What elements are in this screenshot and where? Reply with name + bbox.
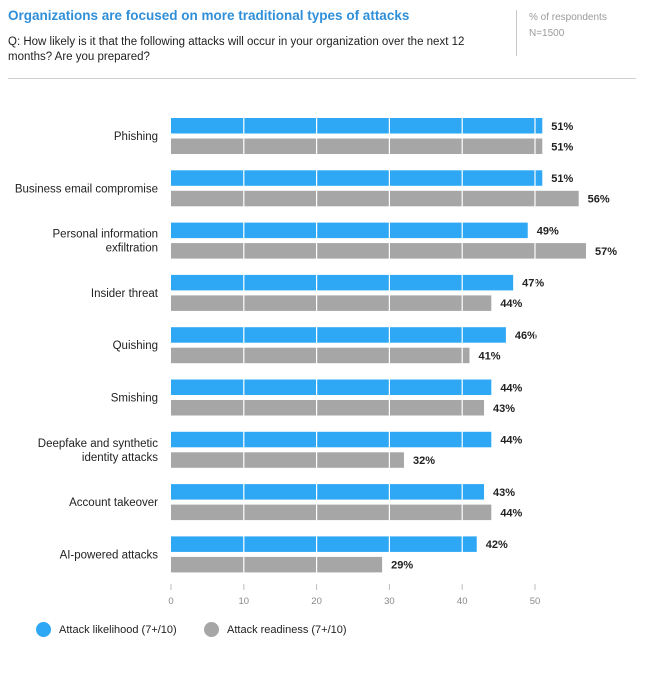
x-tick-label: 40 [457, 596, 468, 607]
bar-likelihood [171, 170, 543, 186]
bar-readiness [171, 190, 579, 207]
bar-likelihood [171, 536, 477, 552]
value-label-likelihood: 51% [551, 173, 573, 185]
category-label: exfiltration [106, 243, 158, 255]
value-label-likelihood: 43% [493, 487, 515, 499]
value-label-readiness: 32% [413, 455, 435, 467]
x-tick-label: 50 [530, 596, 541, 607]
bar-likelihood [171, 379, 492, 395]
x-tick-label: 20 [311, 596, 322, 607]
chart-title: Organizations are focused on more tradit… [8, 8, 410, 23]
value-label-likelihood: 51% [551, 121, 573, 133]
legend-item-readiness: Attack readiness (7+/10) [204, 622, 347, 637]
category-label: Insider threat [91, 288, 159, 300]
bar-likelihood [171, 222, 528, 239]
value-label-readiness: 43% [493, 403, 515, 415]
legend-swatch-readiness [204, 622, 219, 637]
category-label: Business email compromise [15, 183, 158, 195]
x-tick-label: 10 [239, 596, 250, 607]
legend-item-likelihood: Attack likelihood (7+/10) [36, 622, 177, 637]
value-label-likelihood: 44% [500, 382, 522, 394]
x-tick-label: 0 [168, 596, 173, 607]
header-divider [8, 78, 636, 79]
bar-readiness [171, 400, 485, 416]
category-label: AI-powered attacks [60, 549, 159, 561]
bar-likelihood [171, 274, 514, 291]
value-label-likelihood: 44% [500, 435, 522, 447]
bar-likelihood [171, 431, 492, 448]
meta-box: % of respondents N=1500 [516, 10, 607, 56]
bar-likelihood [171, 327, 506, 343]
sample-size-note: N=1500 [529, 28, 565, 39]
bar-readiness [171, 243, 586, 259]
legend-swatch-likelihood [36, 622, 51, 637]
category-label: identity attacks [82, 452, 158, 464]
value-label-readiness: 41% [478, 350, 500, 362]
category-label: Personal information [53, 229, 158, 241]
category-label: Phishing [114, 131, 158, 143]
value-label-readiness: 44% [500, 507, 522, 519]
bar-readiness [171, 295, 492, 311]
value-label-readiness: 56% [588, 194, 610, 206]
value-label-likelihood: 42% [486, 539, 508, 551]
unit-note: % of respondents [529, 12, 607, 23]
category-label: Account takeover [69, 497, 158, 509]
x-tick-label: 30 [384, 596, 395, 607]
bar-likelihood [171, 484, 485, 500]
value-label-likelihood: 46% [515, 330, 537, 342]
value-label-readiness: 57% [595, 246, 617, 258]
value-label-likelihood: 49% [537, 225, 559, 237]
value-label-likelihood: 47% [522, 278, 544, 290]
bar-readiness [171, 138, 543, 154]
value-label-readiness: 51% [551, 141, 573, 153]
legend-label-readiness: Attack readiness (7+/10) [227, 623, 347, 636]
value-label-readiness: 44% [500, 298, 522, 310]
category-label: Smishing [111, 393, 158, 405]
category-label: Quishing [113, 340, 158, 352]
bar-readiness [171, 347, 470, 364]
bar-likelihood [171, 118, 543, 134]
category-label: Deepfake and synthetic [38, 438, 158, 450]
value-label-readiness: 29% [391, 560, 413, 572]
bar-readiness [171, 452, 404, 468]
bar-readiness [171, 556, 383, 573]
survey-question: Q: How likely is it that the following a… [8, 36, 465, 63]
legend-label-likelihood: Attack likelihood (7+/10) [59, 623, 177, 636]
bar-readiness [171, 504, 492, 521]
